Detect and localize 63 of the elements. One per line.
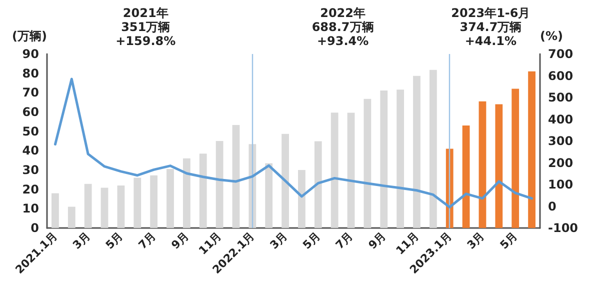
bar <box>265 163 273 228</box>
bar <box>314 141 322 228</box>
bar <box>134 178 142 228</box>
y2-tick-label: 0 <box>548 199 556 214</box>
y2-tick-label: 700 <box>548 47 574 61</box>
bar <box>84 184 92 228</box>
x-tick-label: 9月 <box>366 229 388 252</box>
bar <box>232 124 240 228</box>
x-tick-label: 7月 <box>333 229 356 252</box>
bar <box>495 104 503 228</box>
bar <box>199 154 207 228</box>
y2-tick-label: -100 <box>548 221 578 235</box>
line-series <box>54 78 534 208</box>
bar <box>429 70 437 228</box>
y2-tick-label: 600 <box>548 68 574 83</box>
bar <box>380 90 388 228</box>
y2-tick-label: 200 <box>548 156 574 170</box>
bar <box>100 188 108 228</box>
bar <box>330 112 338 228</box>
bar <box>347 112 355 228</box>
y-tick-label: 50 <box>22 124 39 138</box>
x-tick-label: 5月 <box>498 229 520 252</box>
x-tick-label: 7月 <box>136 229 158 252</box>
y-tick-label: 90 <box>22 47 39 61</box>
bar <box>150 175 158 228</box>
y-tick-label: 10 <box>22 202 39 216</box>
x-tick-label: 5月 <box>300 229 323 252</box>
bar <box>166 169 174 228</box>
bar <box>282 134 289 228</box>
x-tick-label: 5月 <box>103 229 126 252</box>
bar <box>396 90 404 228</box>
y-tick-label: 0 <box>30 221 39 235</box>
bar <box>512 88 520 228</box>
bar <box>68 206 76 228</box>
y2-tick-label: 300 <box>548 134 574 148</box>
bar <box>52 193 59 228</box>
y-tick-label: 20 <box>22 182 39 196</box>
bar <box>413 76 420 228</box>
text: 2021年 351万辆 +159.8% <box>116 6 176 48</box>
x-tick-label: 9月 <box>168 229 192 252</box>
y2-axis-title: (%) <box>540 29 563 43</box>
y-axis-title: (万辆) <box>12 29 47 43</box>
bar <box>478 101 486 228</box>
y-tick-label: 30 <box>22 163 39 177</box>
bar <box>528 71 536 228</box>
bar <box>117 185 125 228</box>
y-tick-label: 60 <box>22 105 39 119</box>
text: 2022年 688.7万辆 +93.4% <box>312 6 374 48</box>
y-tick-label: 80 <box>22 66 39 80</box>
y-tick-label: 70 <box>22 86 39 100</box>
x-tick-label: 3月 <box>464 229 488 252</box>
y-tick-label: 40 <box>22 144 39 158</box>
bar <box>364 98 372 228</box>
y2-tick-label: 500 <box>548 90 574 104</box>
x-tick-label: 3月 <box>267 229 290 252</box>
bar <box>216 141 224 228</box>
bar <box>462 126 470 228</box>
bar <box>182 158 190 228</box>
text: 2023年1-6月 374.7万辆 +44.1% <box>451 6 530 48</box>
x-tick-label: 3月 <box>70 229 93 252</box>
y2-tick-label: 100 <box>548 178 574 192</box>
bar <box>298 170 306 228</box>
y2-tick-label: 400 <box>548 112 574 126</box>
